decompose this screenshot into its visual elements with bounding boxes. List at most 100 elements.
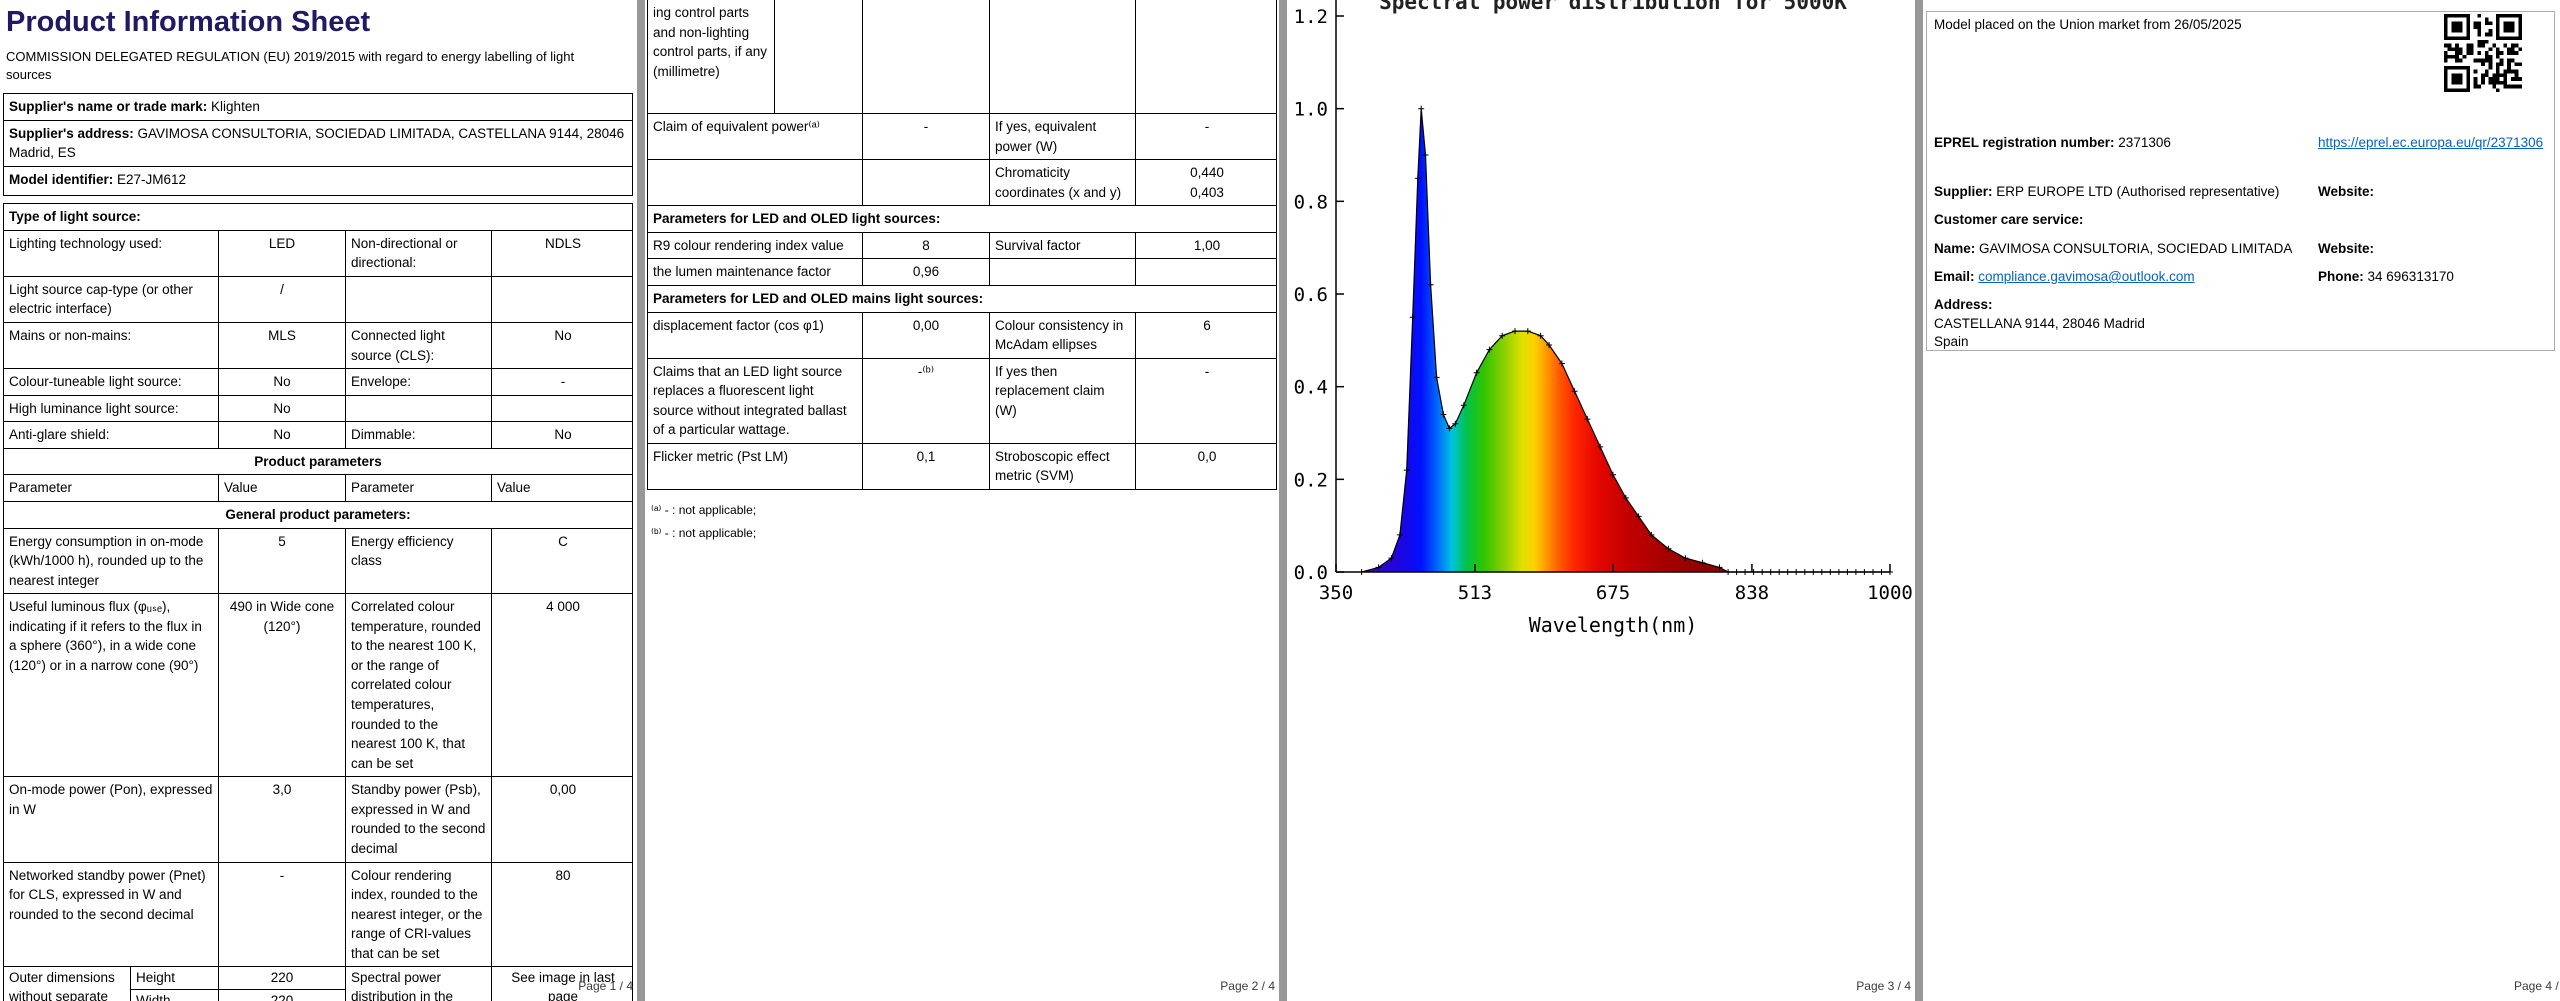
- svg-text:838: 838: [1735, 582, 1769, 604]
- value-cell: No: [219, 395, 346, 422]
- svg-text:0.8: 0.8: [1294, 191, 1328, 213]
- eprel-number: 2371306: [2118, 135, 2171, 150]
- param-cell: Mains or non-mains:: [4, 323, 219, 369]
- value-cell: NDLS: [544, 235, 581, 251]
- page-footer: Page 1 / 4: [578, 979, 633, 993]
- model-identifier-value: E27-JM612: [117, 171, 187, 187]
- param-cell: Anti-glare shield:: [4, 422, 219, 448]
- table-row: Model identifier: E27-JM612: [4, 167, 632, 195]
- param-cell: Claims that an LED light source replaces…: [648, 358, 863, 443]
- param-cell: Chromaticity coordinates (x and y): [990, 160, 1136, 206]
- spectral-power-distribution-chart: Spectral power distribution for 5000K 350…: [1294, 0, 1913, 637]
- param-cell: Flicker metric (Pst LM): [648, 443, 863, 489]
- footnote-a: ⁽ᵃ⁾ - : not applicable;: [651, 503, 757, 517]
- param-cell: If yes then replacement claim (W): [990, 358, 1136, 443]
- value-cell: -⁽ᵇ⁾: [863, 358, 990, 443]
- value-cell: 3,0: [219, 777, 346, 862]
- section-header-row: General product parameters:: [4, 502, 632, 529]
- column-header: Value: [219, 475, 346, 501]
- email-link[interactable]: compliance.gavimosa@outlook.com: [1978, 269, 2195, 284]
- value-cell: -: [1204, 363, 1210, 379]
- table-row: Lighting technology used: LED Non-direct…: [4, 230, 632, 277]
- param-cell: Spectral power distribution in the range…: [346, 967, 492, 1001]
- table-row: Claim of equivalent power⁽ᵃ⁾ - If yes, e…: [648, 114, 1276, 161]
- param-cell: Colour-tuneable light source:: [4, 369, 219, 395]
- value-cell: See image in last page: [511, 970, 615, 1001]
- svg-text:1.0: 1.0: [1294, 99, 1328, 121]
- empty-cell: [1136, 0, 1278, 113]
- product-parameters-header: Product parameters: [254, 453, 382, 469]
- value-cell: 0,00: [549, 782, 577, 798]
- param-cell: Claim of equivalent power⁽ᵃ⁾: [648, 114, 863, 160]
- supplier-label: Supplier:: [1934, 184, 1993, 199]
- type-of-light-source-header: Type of light source:: [9, 208, 141, 224]
- email-line: Email: compliance.gavimosa@outlook.com: [1934, 268, 2195, 286]
- value-cell: [492, 396, 634, 422]
- param-cell: Energy efficiency class: [346, 528, 492, 594]
- value-cell: 4 000: [546, 599, 580, 615]
- value-cell: 0,440 0,403: [1190, 165, 1224, 200]
- param-cell: High luminance light source:: [4, 395, 219, 422]
- table-row: displacement factor (cos φ1) 0,00 Colour…: [648, 312, 1276, 359]
- value-cell: No: [219, 422, 346, 448]
- email-label: Email:: [1934, 269, 1975, 284]
- supplier-address-label: Supplier's address:: [9, 125, 134, 141]
- svg-text:0.4: 0.4: [1294, 377, 1328, 399]
- empty-cell: [990, 259, 1136, 285]
- document-page-4: Model placed on the Union market from 26…: [1923, 0, 2560, 1001]
- empty-cell: [863, 0, 990, 113]
- value-cell: No: [219, 369, 346, 395]
- address-line-2: Spain: [1934, 334, 1969, 349]
- table-row: Mains or non-mains: MLS Connected light …: [4, 323, 632, 370]
- value-cell: LED: [219, 230, 346, 276]
- param-cell: Useful luminous flux (φᵤₛₑ), indicating …: [4, 594, 219, 777]
- table-row: Light source cap-type (or other electric…: [4, 276, 634, 324]
- model-identifier-label: Model identifier:: [9, 171, 114, 187]
- svg-text:513: 513: [1458, 582, 1492, 604]
- page-footer: Page 4 / 4: [2514, 979, 2560, 993]
- svg-text:Wavelength(nm): Wavelength(nm): [1529, 613, 1698, 637]
- empty-cell: [648, 160, 863, 206]
- parameters-table-continued: ing control parts and non-lighting contr…: [647, 0, 1277, 490]
- table-row: Useful luminous flux (φᵤₛₑ), indicating …: [4, 594, 632, 778]
- eprel-link[interactable]: https://eprel.ec.europa.eu/qr/2371306: [2318, 135, 2544, 150]
- table-row: Claims that an LED light source replaces…: [648, 358, 1276, 444]
- value-cell: [492, 277, 634, 322]
- value-cell: 0,00: [863, 312, 990, 358]
- product-parameters-table: Type of light source: Lighting technolog…: [3, 202, 634, 1001]
- table-row: On-mode power (Pon), expressed in W 3,0 …: [4, 777, 632, 863]
- page-footer: Page 2 / 4: [1220, 979, 1275, 993]
- svg-text:350: 350: [1319, 582, 1353, 604]
- column-header: Parameter: [4, 475, 219, 501]
- name-label: Name:: [1934, 241, 1976, 256]
- eprel-link-wrap: https://eprel.ec.europa.eu/qr/2371306: [2318, 134, 2560, 152]
- table-row: R9 colour rendering index value 8 Surviv…: [648, 232, 1276, 260]
- param-cell: [346, 276, 492, 323]
- footnotes: ⁽ᵃ⁾ - : not applicable; ⁽ᵇ⁾ - : not appl…: [651, 499, 1279, 545]
- value-cell: 0,0: [1197, 448, 1217, 464]
- param-cell: R9 colour rendering index value: [648, 232, 863, 259]
- led-oled-section-header: Parameters for LED and OLED light source…: [653, 211, 941, 227]
- svg-text:675: 675: [1596, 582, 1630, 604]
- document-page-1: Product Information Sheet COMMISSION DEL…: [0, 0, 637, 1001]
- value-cell: 80: [555, 867, 571, 883]
- value-cell: -: [863, 114, 990, 160]
- svg-text:0.6: 0.6: [1294, 284, 1328, 306]
- website-label: Website:: [2318, 241, 2375, 256]
- svg-text:0.2: 0.2: [1294, 469, 1328, 491]
- param-cell: Lighting technology used:: [4, 230, 219, 276]
- eprel-label: EPREL registration number:: [1934, 135, 2115, 150]
- param-cell: Networked standby power (Pnet) for CLS, …: [4, 862, 219, 967]
- param-cell: displacement factor (cos φ1): [648, 312, 863, 358]
- param-cell: Connected light source (CLS):: [346, 323, 492, 369]
- supplier-info-table: Supplier's name or trade mark: Klighten …: [3, 93, 633, 196]
- param-cell: Outer dimensions without separate contro…: [4, 967, 131, 1001]
- continuation-row: ing control parts and non-lighting contr…: [648, 0, 1276, 114]
- value-cell: -: [1204, 119, 1210, 134]
- value-cell: 6: [1203, 317, 1211, 333]
- document-page-3: Spectral power distribution for 5000K 350…: [1287, 0, 1915, 1001]
- empty-cell: [863, 160, 990, 206]
- value-cell: MLS: [219, 323, 346, 369]
- svg-text:1.2: 1.2: [1294, 6, 1328, 28]
- dimension-label: Height: [131, 967, 219, 991]
